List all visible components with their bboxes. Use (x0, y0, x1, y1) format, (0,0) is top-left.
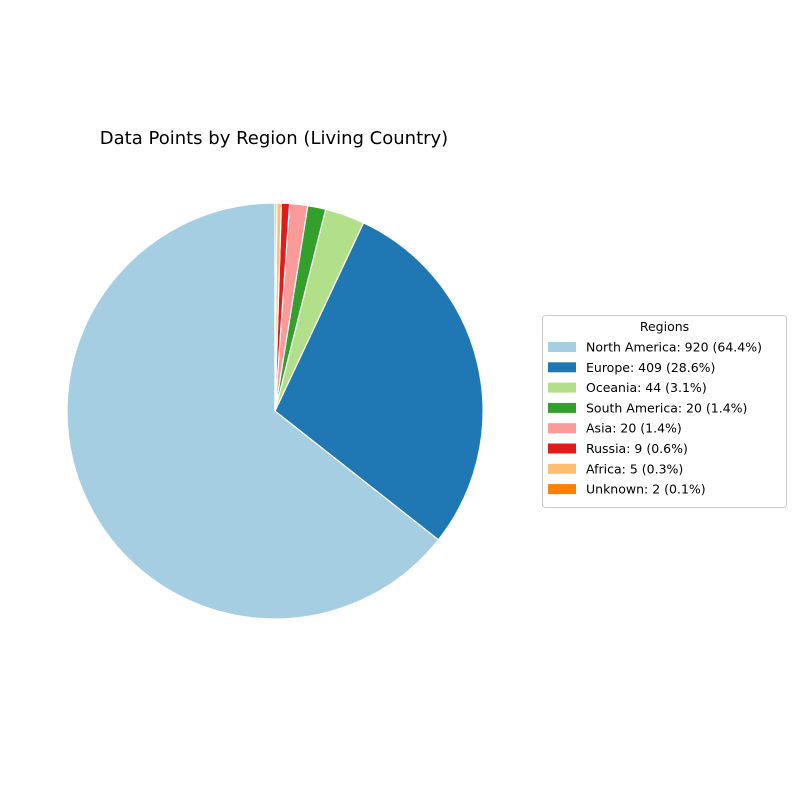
pie-slice-north-america (66, 202, 439, 620)
legend-title: Regions (640, 319, 689, 334)
legend-label-north-america: North America: 920 (64.4%) (586, 340, 762, 355)
legend-label-russia: Russia: 9 (0.6%) (586, 441, 688, 456)
legend-label-africa: Africa: 5 (0.3%) (586, 461, 683, 476)
legend-label-south-america: South America: 20 (1.4%) (586, 400, 747, 415)
legend-label-unknown: Unknown: 2 (0.1%) (586, 482, 706, 497)
legend-label-oceania: Oceania: 44 (3.1%) (586, 380, 707, 395)
legend-swatch-south-america (548, 402, 576, 413)
legend-label-asia: Asia: 20 (1.4%) (586, 421, 682, 436)
legend-swatch-north-america (548, 342, 576, 352)
pie-slice-europe (274, 222, 484, 541)
legend-swatch-europe (548, 362, 576, 373)
legend-frame (542, 315, 787, 508)
pie-slices (66, 202, 484, 620)
chart-title: Data Points by Region (Living Country) (100, 128, 448, 149)
legend-swatch-russia (548, 443, 576, 454)
legend-swatch-oceania (548, 382, 576, 393)
legend-entries: North America: 920 (64.4%) Europe: 409 (2… (548, 340, 762, 497)
pie-slice-unknown (274, 202, 278, 412)
legend-swatch-africa (548, 463, 576, 474)
legend-swatch-asia (548, 423, 576, 434)
legend-label-europe: Europe: 409 (28.6%) (586, 360, 715, 375)
legend: Regions North America: 920 (64.4%) Europe… (542, 315, 787, 508)
legend-swatch-unknown (548, 484, 576, 495)
